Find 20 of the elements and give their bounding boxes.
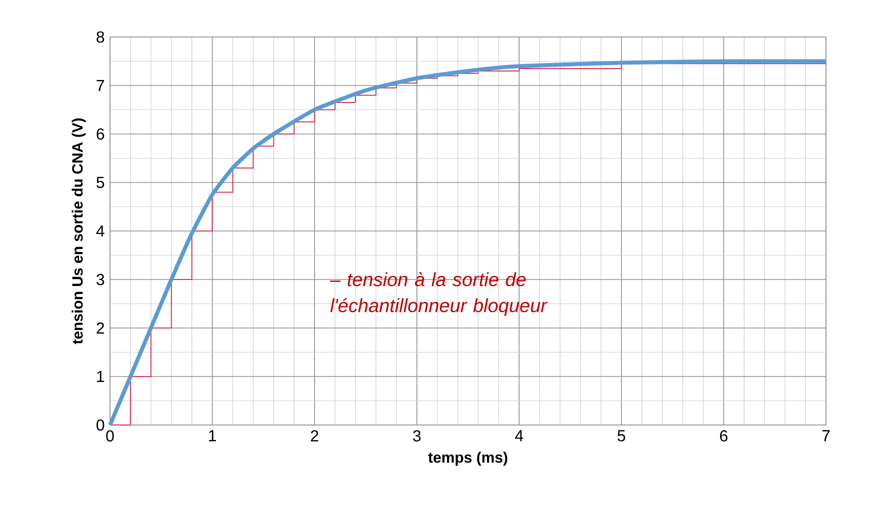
y-tick-label: 8 <box>96 31 104 43</box>
y-tick-label: 3 <box>96 274 104 286</box>
x-axis-title: temps (ms) <box>428 452 508 466</box>
x-tick-label: 5 <box>618 430 626 442</box>
x-tick-label: 4 <box>515 430 524 442</box>
x-tick-label: 6 <box>720 430 728 442</box>
y-tick-label: 1 <box>97 370 104 382</box>
annotation: – tension à la sortie de l'échantillonneur bloqueur <box>330 272 548 316</box>
x-tick-label: 1 <box>209 430 216 442</box>
x-tick-label: 3 <box>413 430 421 442</box>
y-tick-label: 4 <box>96 225 104 236</box>
y-tick-label: 6 <box>96 128 104 140</box>
x-tick-label: 0 <box>106 430 114 442</box>
x-tick-label: 7 <box>822 430 830 442</box>
y-tick-label: 5 <box>96 176 104 188</box>
y-tick-label: 7 <box>96 80 104 92</box>
y-axis-title: tension Us en sortie du CNA (V) <box>72 118 86 344</box>
x-tick-label: 2 <box>310 430 318 442</box>
y-tick-label: 2 <box>96 322 104 334</box>
y-tick-label: 0 <box>96 419 104 431</box>
